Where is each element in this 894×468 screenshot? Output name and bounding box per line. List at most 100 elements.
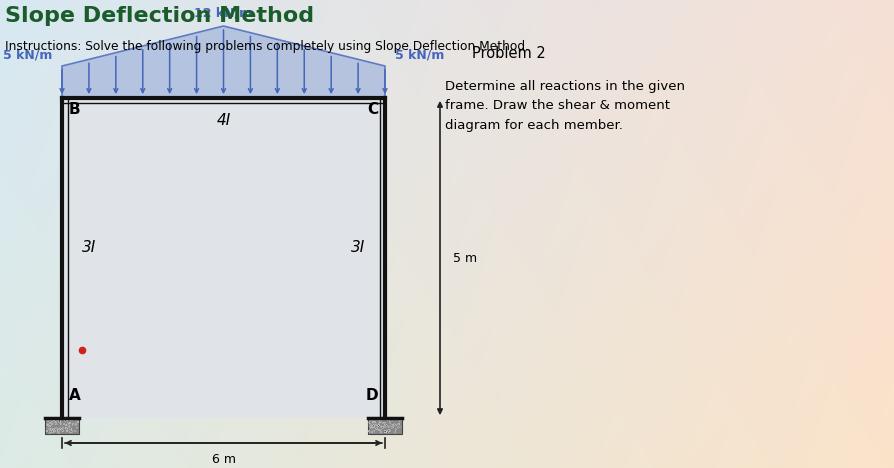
- Point: [48, 417, 63, 424]
- Point: [366, 418, 380, 426]
- Point: [69, 421, 83, 428]
- Point: [371, 416, 385, 424]
- Point: [57, 420, 72, 428]
- Point: [378, 423, 392, 430]
- Point: [60, 416, 74, 423]
- Point: [364, 422, 378, 430]
- Point: [392, 420, 406, 428]
- Point: [367, 423, 381, 431]
- Point: [58, 421, 72, 429]
- Point: [366, 417, 380, 424]
- Point: [377, 420, 392, 427]
- Point: [383, 419, 397, 426]
- Point: [380, 429, 394, 436]
- Point: [372, 426, 386, 433]
- Point: [393, 423, 408, 431]
- Point: [60, 425, 74, 433]
- Point: [381, 427, 395, 435]
- Point: [381, 424, 395, 431]
- Point: [374, 429, 388, 436]
- Point: [60, 425, 74, 433]
- Point: [366, 417, 380, 424]
- Point: [52, 429, 66, 437]
- Point: [48, 426, 63, 433]
- Point: [58, 417, 72, 424]
- Point: [48, 419, 63, 427]
- Point: [377, 429, 392, 436]
- Point: [365, 422, 379, 430]
- Point: [379, 416, 393, 423]
- Point: [49, 420, 63, 428]
- Point: [49, 426, 63, 434]
- Point: [374, 423, 388, 430]
- Point: [391, 424, 405, 431]
- Point: [69, 420, 83, 427]
- Point: [62, 422, 76, 429]
- Text: D: D: [365, 388, 377, 403]
- Point: [46, 425, 61, 433]
- Point: [45, 426, 59, 434]
- Point: [61, 426, 75, 433]
- Point: [361, 427, 375, 435]
- Point: [384, 424, 399, 431]
- Point: [60, 417, 74, 424]
- Point: [65, 417, 80, 424]
- Point: [67, 427, 81, 435]
- Text: Determine all reactions in the given
frame. Draw the shear & moment
diagram for : Determine all reactions in the given fra…: [444, 80, 684, 132]
- Point: [43, 426, 57, 434]
- Point: [362, 417, 376, 425]
- Bar: [62, 98, 384, 418]
- Point: [39, 421, 54, 428]
- Point: [61, 425, 75, 432]
- Point: [63, 425, 78, 433]
- Text: 3I: 3I: [350, 241, 365, 256]
- Point: [46, 417, 61, 425]
- Point: [384, 422, 398, 430]
- Point: [367, 422, 381, 429]
- Point: [378, 423, 392, 430]
- Point: [363, 423, 377, 431]
- Point: [60, 427, 74, 435]
- Point: [63, 425, 78, 432]
- Point: [369, 424, 384, 431]
- Point: [388, 425, 402, 433]
- Point: [63, 425, 78, 432]
- Text: 5 m: 5 m: [452, 251, 477, 264]
- Point: [63, 428, 78, 435]
- Point: [45, 420, 59, 428]
- Point: [362, 421, 376, 428]
- Point: [392, 424, 406, 431]
- Point: [392, 417, 406, 424]
- Point: [381, 427, 395, 435]
- Point: [57, 420, 72, 428]
- Point: [372, 426, 386, 433]
- Point: [53, 425, 67, 432]
- Point: [369, 425, 384, 432]
- Point: [64, 428, 79, 435]
- Point: [377, 428, 392, 435]
- Point: [51, 429, 65, 436]
- Point: [52, 429, 66, 437]
- Point: [43, 422, 57, 430]
- Point: [367, 427, 381, 434]
- Point: [55, 425, 69, 433]
- Point: [71, 418, 85, 426]
- Point: [379, 422, 393, 430]
- Point: [51, 425, 65, 432]
- Point: [384, 422, 398, 430]
- Point: [365, 423, 379, 431]
- Point: [381, 424, 395, 431]
- Point: [42, 425, 56, 432]
- Text: B: B: [69, 102, 80, 117]
- Point: [368, 419, 383, 426]
- Point: [388, 429, 402, 436]
- Point: [53, 418, 67, 426]
- Point: [365, 422, 379, 430]
- Point: [41, 417, 55, 424]
- Point: [388, 427, 402, 434]
- Point: [49, 426, 63, 434]
- Point: [392, 424, 406, 431]
- Point: [387, 421, 401, 429]
- Point: [362, 421, 376, 428]
- Point: [42, 429, 56, 437]
